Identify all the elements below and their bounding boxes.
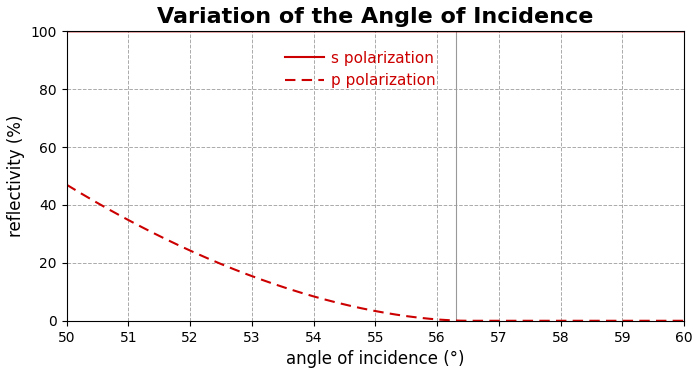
p polarization <box>346 304 355 308</box>
s polarization <box>662 29 671 33</box>
Title: Variation of the Angle of Incidence: Variation of the Angle of Incidence <box>158 7 594 27</box>
s polarization <box>680 29 688 33</box>
p polarization <box>464 318 473 323</box>
p polarization <box>62 183 71 187</box>
p polarization <box>680 318 688 323</box>
Line: p polarization: p polarization <box>66 185 684 321</box>
s polarization <box>62 29 71 33</box>
s polarization <box>549 29 557 33</box>
X-axis label: angle of incidence (°): angle of incidence (°) <box>286 350 465 368</box>
s polarization <box>346 29 355 33</box>
p polarization <box>94 201 102 206</box>
s polarization <box>363 29 371 33</box>
p polarization <box>662 318 671 323</box>
s polarization <box>662 29 670 33</box>
Legend: s polarization, p polarization: s polarization, p polarization <box>279 45 442 94</box>
Y-axis label: reflectivity (%): reflectivity (%) <box>7 115 25 237</box>
p polarization <box>662 318 671 323</box>
p polarization <box>549 318 557 323</box>
p polarization <box>363 307 371 312</box>
s polarization <box>94 29 102 33</box>
